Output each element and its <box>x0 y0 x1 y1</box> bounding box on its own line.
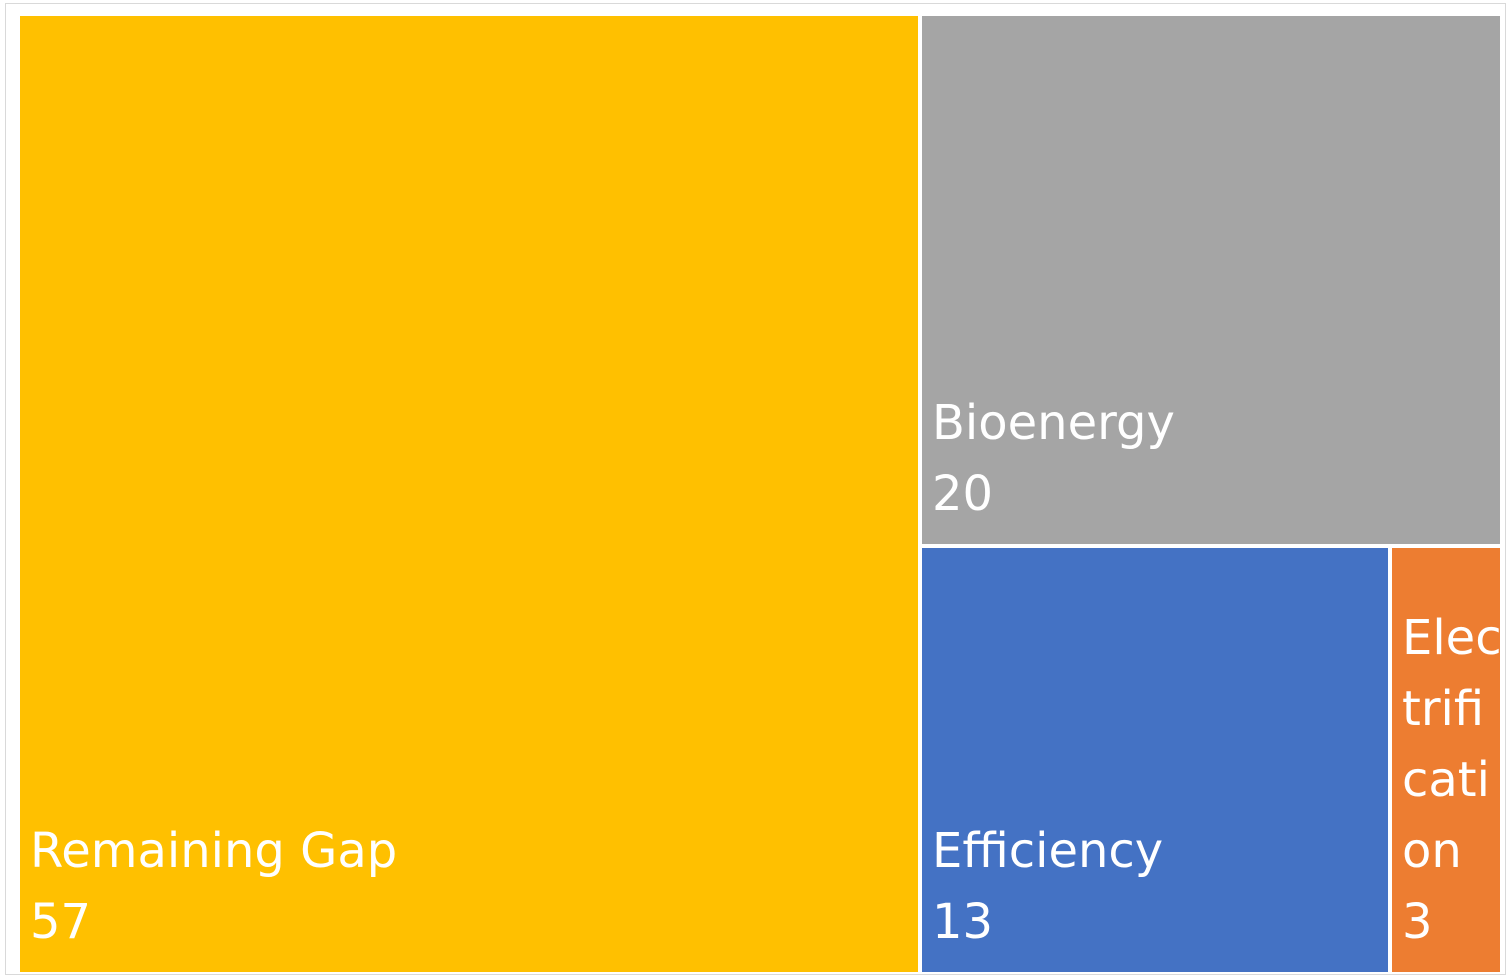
tile-bioenergy: Bioenergy 20 <box>920 14 1502 546</box>
tile-value: 3 <box>1402 894 1433 950</box>
tile-label: Bioenergy 20 <box>932 388 1175 530</box>
tile-value: 57 <box>30 894 92 950</box>
tile-label: Efficiency 13 <box>932 816 1163 958</box>
tile-remaining-gap: Remaining Gap 57 <box>18 14 920 974</box>
tile-efficiency: Efficiency 13 <box>920 546 1390 974</box>
tile-name: Electrification <box>1402 610 1502 879</box>
tile-value: 20 <box>932 466 994 522</box>
tile-electrification: Electrification 3 <box>1390 546 1502 974</box>
tile-name: Efficiency <box>932 823 1164 879</box>
tile-value: 13 <box>932 894 994 950</box>
tile-name: Remaining Gap <box>30 823 398 879</box>
treemap-chart: Remaining Gap 57 Bioenergy 20 Efficiency… <box>18 14 1502 974</box>
tile-label: Remaining Gap 57 <box>30 816 397 958</box>
tile-name: Bioenergy <box>932 395 1175 451</box>
tile-label: Electrification 3 <box>1402 603 1502 958</box>
